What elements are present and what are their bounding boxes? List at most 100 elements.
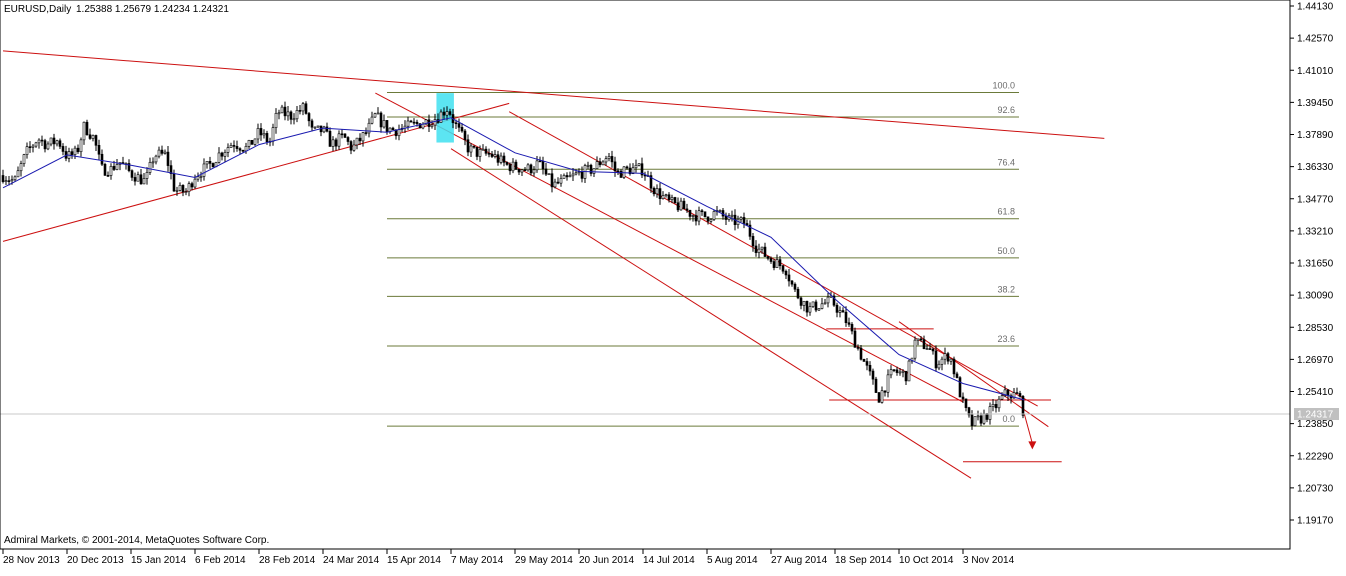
candle-body (457, 123, 461, 128)
candle-body (97, 145, 101, 155)
candle-body (250, 139, 254, 145)
candle-body (862, 359, 866, 362)
candle-body (751, 236, 755, 247)
candle-body (367, 122, 371, 134)
projection-arrow-shaft[interactable] (1023, 413, 1033, 444)
candle-body (379, 112, 383, 128)
candle-body (793, 283, 797, 290)
candle-body (484, 148, 488, 154)
candle-body (316, 125, 320, 128)
candle-body (232, 145, 236, 147)
candle-body (58, 140, 62, 147)
candle-body (460, 127, 464, 132)
candle-body (628, 167, 632, 175)
price-tick-label: 1.28530 (1297, 323, 1334, 334)
candle-body (745, 223, 749, 226)
candle-body (142, 178, 146, 185)
candle-body (958, 377, 962, 398)
candle-body (730, 214, 734, 217)
candle-body (667, 194, 671, 200)
candle-body (541, 160, 545, 170)
candle-body (493, 154, 497, 157)
candle-body (340, 133, 344, 136)
candle-body (802, 300, 806, 306)
candle-body (817, 308, 821, 311)
price-tick-label: 1.44130 (1297, 2, 1334, 13)
candle-body (454, 122, 458, 125)
candle-body (544, 168, 548, 175)
candle-body (976, 415, 980, 418)
time-axis[interactable]: 28 Nov 2013 20 Dec 2013 15 Jan 2014 6 Feb 2… (2, 549, 1015, 566)
candle-body (625, 166, 629, 169)
candle-body (859, 347, 863, 360)
candle-body (826, 296, 830, 304)
candle-body (322, 126, 326, 133)
trendline[interactable] (2, 50, 1105, 139)
candle-body (925, 348, 929, 350)
candle-body (637, 163, 641, 166)
candle-body (778, 259, 782, 267)
fib-level-label: 50.0 (997, 246, 1015, 256)
candle-body (592, 168, 596, 174)
candle-body (856, 347, 860, 349)
date-tick-label: 3 Nov 2014 (963, 555, 1015, 566)
price-axis[interactable]: 1.44130 1.42570 1.41010 1.39450 1.37890 1.363… (0, 2, 1339, 527)
candle-body (133, 177, 137, 182)
candle-body (889, 369, 893, 376)
candle-body (196, 176, 200, 180)
candle-body (100, 153, 104, 165)
candle-body (580, 171, 584, 179)
trendline[interactable] (450, 148, 972, 479)
candle-body (511, 161, 515, 172)
trendline[interactable] (375, 92, 964, 403)
candle-body (994, 404, 998, 409)
candle-body (238, 148, 242, 151)
trendline[interactable] (2, 102, 510, 242)
candle-body (523, 169, 527, 172)
candle-body (496, 154, 500, 163)
candle-body (208, 161, 212, 164)
candle-body (673, 197, 677, 204)
candle-body (385, 120, 389, 133)
date-tick-label: 24 Mar 2014 (323, 555, 380, 566)
candle-body (871, 370, 875, 380)
candle-body (466, 139, 470, 153)
candle-body (220, 152, 224, 157)
candle-body (37, 139, 41, 144)
price-tick-label: 1.33210 (1297, 226, 1334, 237)
candle-body (91, 135, 95, 139)
candle-body (112, 166, 116, 170)
candle-body (148, 162, 152, 173)
candle-body (805, 300, 809, 313)
candle-body (874, 378, 878, 393)
candle-body (706, 216, 710, 222)
candle-body (781, 265, 785, 272)
candle-body (931, 348, 935, 352)
candle-body (796, 288, 800, 299)
candle-body (163, 151, 167, 154)
candle-body (916, 338, 920, 341)
candle-body (1003, 389, 1007, 397)
candle-body (739, 217, 743, 220)
candle-body (292, 118, 296, 121)
date-tick-label: 14 Jul 2014 (643, 555, 695, 566)
candle-body (694, 215, 698, 222)
candle-body (412, 121, 416, 124)
candle-body (610, 156, 614, 163)
candle-body (937, 363, 941, 369)
fibonacci-retracement[interactable]: 100.0 92.6 76.4 61.8 50.0 38.2 23.6 0.0 (387, 80, 1019, 427)
candle-body (586, 164, 590, 167)
candle-body (865, 361, 869, 366)
candle-body (49, 137, 53, 145)
candle-body (682, 200, 686, 210)
candle-body (373, 113, 377, 118)
candle-body (418, 123, 422, 129)
price-tick-label: 1.22290 (1297, 451, 1334, 462)
candle-body (4, 180, 8, 182)
price-tick-label: 1.31650 (1297, 259, 1334, 270)
candle-body (760, 246, 764, 250)
candle-body (205, 161, 209, 165)
candle-body (700, 210, 704, 213)
candle-body (127, 163, 131, 171)
